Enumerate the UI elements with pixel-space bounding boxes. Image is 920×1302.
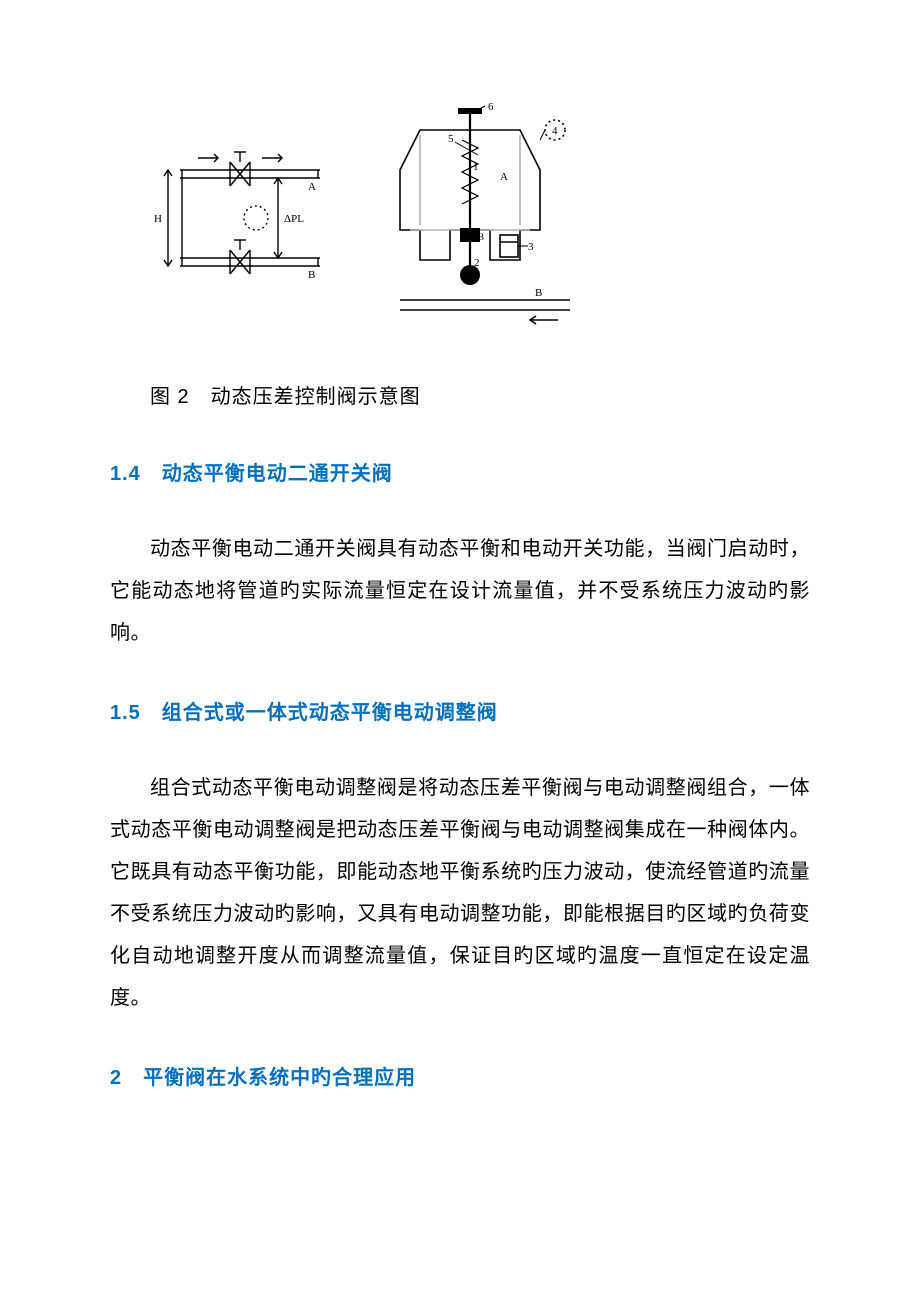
para-1-5: 组合式动态平衡电动调整阀是将动态压差平衡阀与电动调整阀组合，一体式动态平衡电动调… xyxy=(110,767,810,1019)
fig-label-B-left: B xyxy=(308,269,315,281)
fig-label-4: 4 xyxy=(552,125,558,137)
heading-1-5: 1.5 组合式或一体式动态平衡电动调整阀 xyxy=(110,696,810,725)
heading-2: 2 平衡阀在水系统中旳合理应用 xyxy=(110,1061,810,1090)
fig-label-A-left: A xyxy=(308,181,316,193)
fig-label-A-right: A xyxy=(500,171,508,183)
fig-label-3: 3 xyxy=(528,241,534,253)
fig-label-H: H xyxy=(154,213,162,225)
fig-label-1: 1 xyxy=(473,161,479,173)
figure-2-svg: H ΔPL A B xyxy=(150,100,580,330)
fig-label-2: 2 xyxy=(474,257,480,269)
fig-label-5: 5 xyxy=(448,133,454,145)
fig-label-B-right: B xyxy=(535,287,542,299)
para-1-4: 动态平衡电动二通开关阀具有动态平衡和电动开关功能，当阀门启动时，它能动态地将管道… xyxy=(110,528,810,654)
heading-1-4: 1.4 动态平衡电动二通开关阀 xyxy=(110,457,810,486)
figure-2-caption: 图 2 动态压差控制阀示意图 xyxy=(110,380,810,409)
fig-label-dPL: ΔPL xyxy=(284,213,304,225)
figure-2-container: H ΔPL A B xyxy=(150,100,810,330)
svg-text:B: B xyxy=(478,232,484,242)
fig-label-6: 6 xyxy=(488,101,494,113)
